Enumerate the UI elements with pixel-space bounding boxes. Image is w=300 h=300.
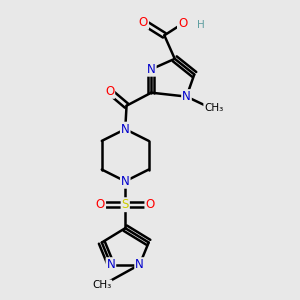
Text: O: O [105,85,114,98]
Text: O: O [96,198,105,211]
Text: O: O [178,17,187,30]
Text: CH₃: CH₃ [92,280,111,290]
Text: O: O [146,198,154,211]
Text: N: N [106,258,115,271]
Text: S: S [122,198,129,211]
Text: O: O [139,16,148,29]
Text: N: N [147,63,156,76]
Text: N: N [135,258,144,271]
Text: N: N [182,90,191,103]
Text: N: N [121,123,130,136]
Text: H: H [197,20,205,30]
Text: CH₃: CH₃ [204,103,224,113]
Text: N: N [121,175,130,188]
